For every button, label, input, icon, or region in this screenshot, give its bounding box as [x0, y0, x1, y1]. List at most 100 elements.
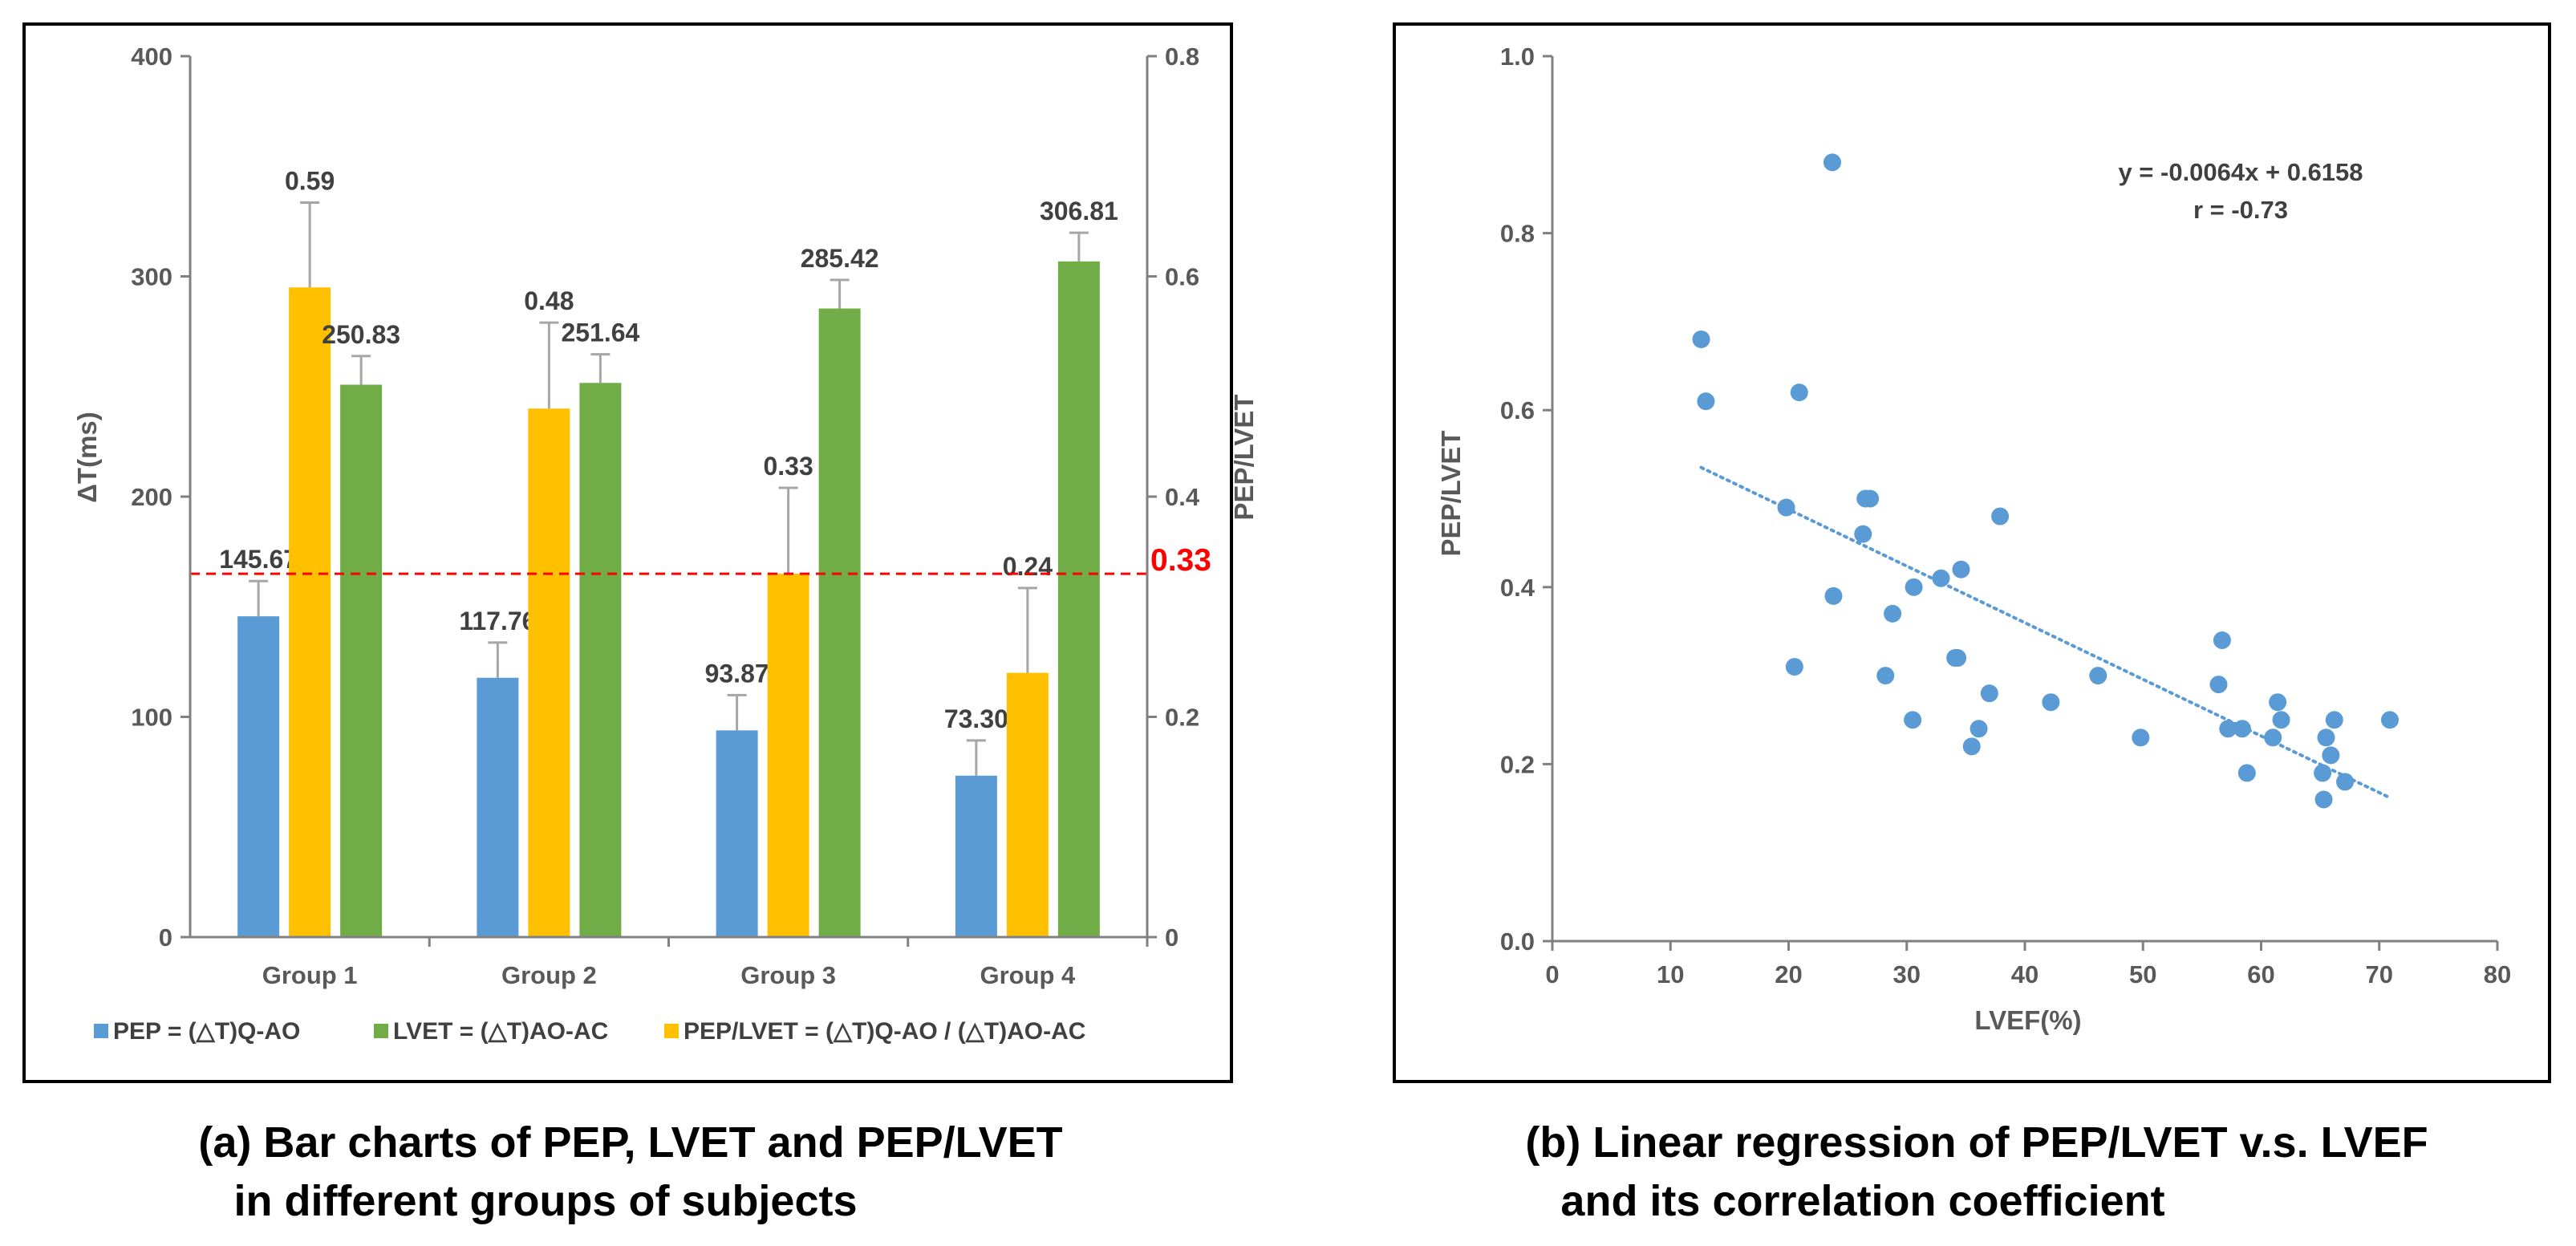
scatter-x-tick-label: 60 — [2247, 960, 2274, 988]
bar-data-label: 285.42 — [801, 244, 879, 273]
bar-chart-left-tick-label: 0 — [159, 923, 172, 952]
scatter-y-tick-label: 0.0 — [1500, 927, 1535, 956]
scatter-point — [2233, 720, 2251, 738]
bar-pep-lvet — [528, 408, 570, 937]
bar-data-label: 306.81 — [1040, 197, 1118, 225]
scatter-point — [2042, 693, 2060, 712]
bar-chart-category-label: Group 2 — [501, 961, 597, 989]
bar-chart-left-tick-label: 300 — [131, 263, 172, 291]
scatter-point — [1932, 569, 1950, 587]
scatter-point — [1697, 392, 1715, 411]
scatter-point — [1854, 525, 1872, 543]
scatter-x-tick-label: 70 — [2366, 960, 2393, 988]
scatter-point — [1824, 586, 1843, 605]
scatter-x-tick-label: 50 — [2129, 960, 2156, 988]
caption-b-line-2: and its correlation coefficient — [1560, 1177, 2164, 1225]
caption-a-line-2: in different groups of subjects — [233, 1177, 857, 1225]
scatter-point — [1785, 658, 1803, 676]
scatter-point — [2317, 729, 2335, 747]
scatter-x-axis-title: LVEF(%) — [1974, 1005, 2081, 1035]
scatter-point — [2314, 764, 2332, 782]
bar-chart-y2-axis-title: PEP/LVET — [1229, 394, 1259, 520]
bar-data-label: 73.30 — [944, 704, 1008, 733]
scatter-point — [1790, 384, 1808, 402]
scatter-point — [2089, 667, 2107, 685]
scatter-point — [2237, 764, 2256, 782]
scatter-y-axis-title: PEP/LVET — [1436, 430, 1466, 556]
bar-pep-lvet — [1006, 672, 1049, 937]
regression-equation: y = -0.0064x + 0.6158 — [2118, 158, 2363, 186]
scatter-point — [1904, 711, 1922, 729]
legend-label: PEP/LVET = (△T)Q-AO / (△T)AO-AC — [684, 1018, 1085, 1045]
bar-lvet — [340, 384, 383, 937]
bar-chart-right-tick-label: 0.8 — [1165, 43, 1199, 71]
scatter-y-tick-label: 0.8 — [1500, 220, 1535, 248]
scatter-point — [2314, 790, 2333, 809]
scatter-point — [1861, 489, 1880, 508]
bar-chart-right-tick-label: 0.2 — [1165, 704, 1199, 732]
caption-a-line-1: (a) Bar charts of PEP, LVET and PEP/LVET — [198, 1118, 1062, 1167]
scatter-x-tick-label: 40 — [2011, 960, 2038, 988]
scatter-point — [1905, 578, 1923, 596]
bar-chart-category-label: Group 1 — [262, 961, 358, 989]
scatter-y-tick-label: 0.2 — [1500, 750, 1535, 778]
scatter-point — [1952, 560, 1970, 578]
threshold-label: 0.33 — [1150, 543, 1211, 578]
scatter-point — [2219, 720, 2237, 738]
scatter-point — [2213, 631, 2231, 649]
scatter-point — [2132, 729, 2150, 747]
bar-data-label: 0.59 — [285, 167, 335, 196]
scatter-y-tick-label: 0.6 — [1500, 396, 1535, 424]
bar-lvet — [579, 383, 622, 938]
scatter-x-tick-label: 20 — [1775, 960, 1802, 988]
scatter-point — [1823, 153, 1841, 172]
scatter-point — [1876, 667, 1895, 685]
legend-swatch — [664, 1024, 679, 1038]
bar-data-label: 145.67 — [219, 545, 298, 574]
bar-chart-right-tick-label: 0 — [1165, 923, 1178, 952]
bar-data-label: 93.87 — [705, 659, 769, 688]
bar-chart-left-tick-label: 100 — [131, 704, 172, 732]
scatter-point — [1970, 720, 1988, 738]
scatter-point — [2269, 693, 2287, 712]
bar-pep — [237, 616, 280, 937]
bar-chart-right-tick-label: 0.4 — [1165, 483, 1200, 511]
bar-data-label: 251.64 — [561, 319, 639, 347]
scatter-y-tick-label: 0.4 — [1500, 574, 1535, 602]
bar-pep — [955, 775, 997, 937]
scatter-point — [1962, 737, 1981, 756]
bar-chart-category-label: Group 3 — [740, 961, 836, 989]
bar-lvet — [1057, 261, 1100, 938]
bar-data-label: 0.48 — [524, 286, 574, 315]
bar-chart-category-label: Group 4 — [980, 961, 1076, 989]
scatter-point — [2272, 711, 2290, 729]
scatter-x-tick-label: 10 — [1657, 960, 1684, 988]
scatter-x-tick-label: 0 — [1545, 960, 1559, 988]
bar-chart-y-axis-title: ΔT(ms) — [72, 412, 102, 503]
scatter-chart-frame — [1393, 22, 2551, 1083]
scatter-x-tick-label: 30 — [1893, 960, 1921, 988]
scatter-point — [1980, 684, 1998, 703]
bar-lvet — [818, 308, 861, 937]
scatter-point — [2336, 773, 2355, 791]
bar-chart-left-tick-label: 400 — [131, 43, 172, 71]
legend-swatch — [94, 1024, 108, 1038]
scatter-chart-panel: 0.0 0.2 0.4 0.6 0.8 1.0 0 10 20 30 40 50 60 70 80 LVEF… — [1393, 22, 2551, 1083]
scatter-point — [2264, 729, 2282, 747]
bar-data-label: 0.24 — [1003, 552, 1053, 581]
scatter-point — [1949, 649, 1967, 668]
bar-chart-right-tick-label: 0.6 — [1165, 263, 1199, 291]
legend-label: PEP = (△T)Q-AO — [113, 1018, 300, 1045]
scatter-point — [1884, 604, 1902, 623]
bar-chart-panel: 145.67 0.59 250.83 117.76 0.48 251.64 93.87 0.3… — [22, 22, 1259, 1083]
scatter-point — [2209, 676, 2228, 694]
scatter-point — [2381, 711, 2400, 729]
bar-data-label: 117.76 — [459, 607, 536, 635]
scatter-point — [1692, 330, 1710, 348]
bar-data-label: 250.83 — [322, 320, 400, 349]
bar-pep — [716, 730, 758, 937]
scatter-point — [2322, 746, 2340, 765]
scatter-point — [2325, 711, 2343, 729]
bar-data-label: 0.33 — [763, 452, 813, 481]
